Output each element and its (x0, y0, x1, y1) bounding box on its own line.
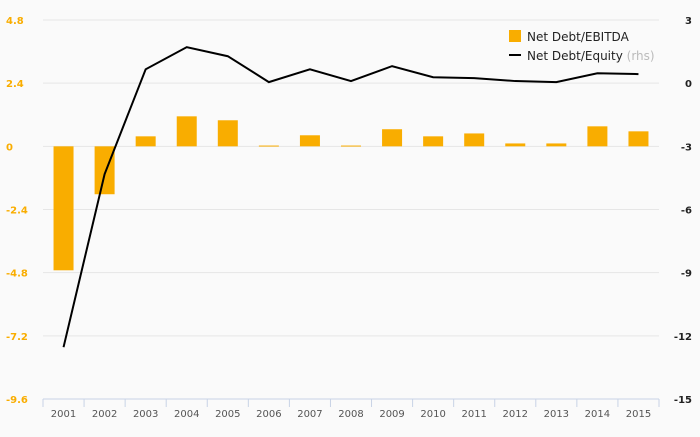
bar-2012 (505, 143, 526, 147)
left-tick-label: -4.8 (6, 269, 28, 280)
bar-2003 (135, 136, 156, 147)
line-net-debt-equity (62, 46, 639, 348)
bar-2015 (628, 131, 649, 147)
x-tick-label: 2006 (256, 409, 281, 420)
legend: Net Debt/EBITDA Net Debt/Equity (rhs) (509, 30, 655, 63)
svg-text:Net Debt/Equity (rhs): Net Debt/Equity (rhs) (527, 49, 655, 63)
left-tick-label: -2.4 (6, 206, 28, 217)
bar-2001 (53, 146, 74, 271)
left-tick-label: 0 (6, 142, 13, 153)
legend-label-line: Net Debt/Equity (527, 49, 623, 63)
bar-2007 (299, 135, 320, 147)
bar-2011 (464, 133, 485, 147)
line-series (62, 46, 639, 348)
x-tick-label: 2013 (544, 409, 569, 420)
left-tick-label: 2.4 (6, 79, 24, 90)
x-tick-label: 2004 (174, 409, 199, 420)
right-tick-label: -6 (681, 206, 692, 217)
left-tick-label: 4.8 (6, 16, 24, 27)
right-tick-label: -9 (681, 269, 692, 280)
x-tick-label: 2007 (297, 409, 322, 420)
bar-2002 (94, 146, 115, 195)
x-tick-label: 2010 (420, 409, 445, 420)
x-tick-label: 2003 (133, 409, 158, 420)
right-tick-label: -15 (674, 395, 692, 406)
bar-2009 (382, 129, 403, 147)
x-tick-label: 2012 (503, 409, 528, 420)
bar-2010 (423, 136, 444, 147)
x-tick-label: 2008 (338, 409, 363, 420)
x-tick-label: 2015 (626, 409, 651, 420)
x-tick-label: 2005 (215, 409, 240, 420)
right-tick-label: -12 (674, 332, 692, 343)
bar-2014 (587, 126, 608, 147)
left-tick-label: -9.6 (6, 395, 28, 406)
axes: 4.8 2.4 0 -2.4 -4.8 -7.2 -9.6 3 0 -3 -6 -9 -12 -15 200… (6, 16, 692, 420)
bar-2008 (341, 145, 361, 147)
bar-2005 (217, 120, 238, 147)
bar-2013 (546, 143, 567, 147)
x-tick-label: 2001 (51, 409, 76, 420)
right-tick-label: 0 (685, 79, 692, 90)
bar-2004 (176, 116, 197, 147)
legend-label-rhs: (rhs) (627, 49, 655, 63)
bar-series (53, 116, 649, 271)
x-tick-label: 2014 (585, 409, 610, 420)
x-tick-label: 2009 (379, 409, 404, 420)
legend-label-bar: Net Debt/EBITDA (527, 30, 630, 44)
right-tick-label: 3 (685, 16, 692, 27)
gridlines (43, 19, 659, 400)
bar-2006 (258, 145, 279, 147)
x-tick-label: 2002 (92, 409, 117, 420)
x-tick-label: 2011 (461, 409, 486, 420)
legend-swatch-bar (509, 30, 521, 42)
left-tick-label: -7.2 (6, 332, 28, 343)
right-tick-label: -3 (681, 142, 692, 153)
